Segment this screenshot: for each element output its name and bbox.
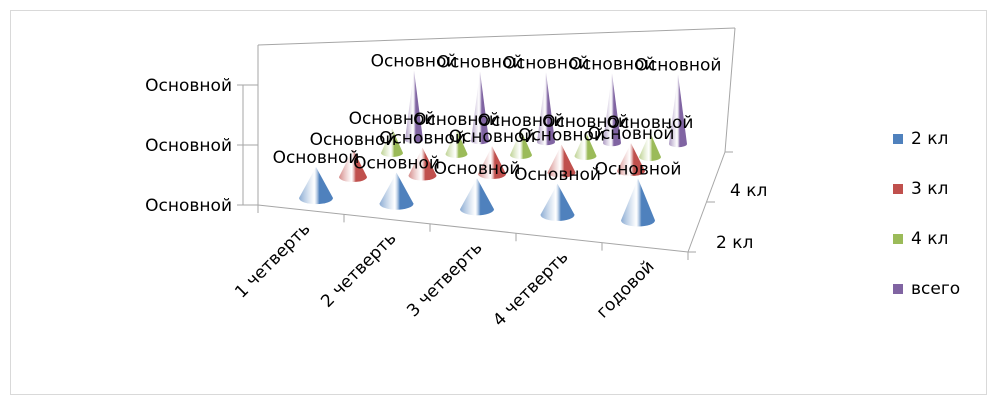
depth-tick-label-0: 2 кл [716, 233, 753, 253]
data-label-2-1: Основной [413, 110, 500, 130]
cone-2-0 [381, 128, 403, 157]
data-label-2-3: Основной [542, 112, 629, 132]
y-tick-labels: Основной Основной Основной [145, 76, 232, 216]
data-label-0-2: Основной [434, 159, 521, 179]
x-tick-label-2: 3 четверть [403, 238, 486, 321]
floor-right-edge [687, 151, 726, 253]
cone-3-0 [405, 70, 423, 144]
cone-2-3 [574, 131, 597, 160]
legend-item-0: 2 кл [893, 127, 983, 151]
cone-3-1 [471, 71, 489, 145]
cone-3-3 [603, 73, 621, 147]
legend-swatch-2 [893, 234, 903, 244]
data-label-3-2: Основной [503, 53, 590, 73]
data-label-3-4: Основной [635, 55, 722, 75]
cone-1-1 [408, 147, 437, 181]
legend-item-2: 4 кл [893, 227, 983, 251]
legend-swatch-1 [893, 184, 903, 194]
data-label-2-0: Основной [349, 109, 436, 129]
cones [299, 70, 687, 227]
data-label-2-2: Основной [478, 111, 565, 131]
cone-0-0 [299, 167, 333, 205]
cone-2-2 [510, 130, 532, 159]
cone-0-1 [379, 172, 414, 210]
data-label-1-1: Основной [379, 129, 466, 149]
x-tick-label-1: 2 четверть [317, 228, 400, 311]
cone-3-4 [669, 74, 687, 148]
depth-tick-labels: 2 кл 4 кл [716, 181, 767, 253]
data-labels: ОсновнойОсновнойОсновнойОсновнойОсновной… [273, 51, 722, 185]
data-label-0-1: Основной [353, 154, 440, 174]
data-label-1-0: Основной [310, 130, 397, 150]
legend-swatch-3 [893, 284, 903, 294]
cone-1-3 [547, 144, 576, 178]
cone-3-2 [537, 72, 555, 146]
x-tick-label-3: 4 четверть [489, 247, 572, 330]
data-label-3-1: Основной [437, 52, 524, 72]
data-label-1-3: Основной [518, 126, 605, 146]
floor-front-edge [257, 204, 689, 253]
legend-item-1: 3 кл [893, 177, 983, 201]
y-tick-label-1: Основной [145, 136, 232, 156]
legend-label-1: 3 кл [911, 179, 949, 199]
data-label-1-2: Основной [449, 127, 536, 147]
y-tick-label-2: Основной [145, 76, 232, 96]
legend: 2 кл 3 кл 4 кл всего [893, 127, 983, 327]
cone-1-4 [617, 143, 645, 177]
data-label-0-3: Основной [514, 165, 601, 185]
y-tick-label-0: Основной [145, 196, 232, 216]
cone-2-1 [445, 129, 468, 158]
data-label-3-3: Основной [569, 54, 656, 74]
legend-label-0: 2 кл [911, 129, 949, 149]
x-tick-label-0: 1 четверть [231, 219, 314, 302]
cone-0-3 [540, 183, 575, 221]
data-label-3-0: Основной [371, 51, 458, 71]
legend-swatch-0 [893, 134, 903, 144]
chart-border [10, 10, 987, 395]
data-label-2-4: Основной [607, 113, 694, 133]
cone-2-4 [639, 132, 661, 161]
cone-0-4 [621, 178, 655, 227]
legend-item-3: всего [893, 277, 983, 301]
data-label-0-0: Основной [273, 148, 360, 168]
x-tick-label-4: годовой [593, 257, 659, 323]
x-tick-labels: 1 четверть 2 четверть 3 четверть 4 четверть… [231, 219, 658, 331]
wall-right-edge [724, 27, 736, 153]
cone-1-0 [339, 149, 367, 183]
data-label-1-4: Основной [588, 124, 675, 144]
data-label-0-4: Основной [595, 160, 682, 180]
wall-top-edge [257, 27, 736, 46]
cone-0-2 [460, 178, 494, 216]
legend-label-3: всего [911, 279, 961, 299]
cone-1-2 [478, 146, 506, 180]
axes [237, 27, 736, 260]
legend-label-2: 4 кл [911, 229, 949, 249]
depth-tick-label-1: 4 кл [730, 181, 767, 201]
